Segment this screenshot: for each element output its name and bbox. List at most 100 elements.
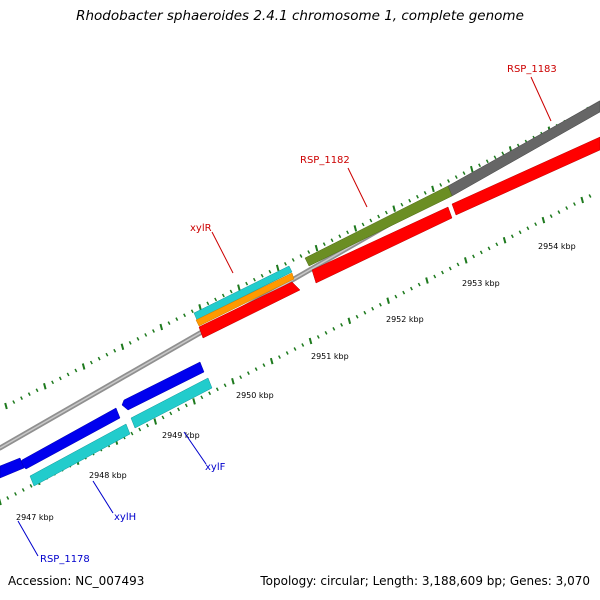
minor-tick: [495, 242, 499, 247]
minor-tick: [27, 392, 31, 397]
minor-tick: [146, 423, 149, 428]
gene-blue-upper-right[interactable]: [121, 361, 205, 411]
minor-tick: [208, 391, 212, 396]
minor-tick: [384, 210, 388, 215]
minor-tick: [378, 302, 382, 307]
major-tick: [192, 398, 196, 405]
minor-tick: [130, 431, 134, 436]
minor-tick: [229, 289, 233, 294]
minor-tick: [138, 427, 142, 432]
gene-label-rsp1182[interactable]: RSP_1182: [300, 155, 350, 166]
major-tick: [541, 216, 546, 224]
minor-tick: [573, 202, 576, 206]
minor-tick: [346, 230, 350, 235]
kbp-label: 2950 kbp: [236, 391, 274, 400]
gene-label-xylF[interactable]: xylF: [205, 462, 226, 473]
major-tick: [43, 383, 47, 390]
minor-tick: [441, 270, 444, 275]
cds-rsp1182[interactable]: [311, 206, 453, 284]
minor-tick: [400, 202, 404, 207]
minor-tick: [363, 310, 367, 315]
minor-tick: [262, 363, 266, 367]
major-tick: [153, 418, 158, 425]
minor-tick: [402, 290, 406, 295]
minor-tick: [12, 400, 16, 404]
minor-tick: [152, 329, 155, 333]
kbp-label: 2953 kbp: [462, 279, 500, 288]
minor-tick: [423, 190, 427, 195]
minor-tick: [169, 411, 173, 416]
inner-tick-ring: [0, 194, 592, 506]
genome-stats-text: Topology: circular; Length: 3,188,609 bp…: [260, 574, 590, 588]
minor-tick: [260, 273, 264, 278]
minor-tick: [144, 333, 148, 337]
major-tick: [231, 377, 235, 385]
minor-tick: [89, 360, 93, 365]
minor-tick: [510, 234, 514, 239]
cds-rsp1183[interactable]: [451, 136, 600, 216]
minor-tick: [223, 383, 227, 388]
gene-label-rsp1178[interactable]: RSP_1178: [40, 554, 90, 565]
gene-rsp1182-bar[interactable]: [304, 185, 453, 267]
minor-tick: [183, 313, 187, 318]
minor-tick: [293, 347, 297, 351]
minor-tick: [330, 238, 334, 243]
gene-blue-edge[interactable]: [0, 457, 25, 479]
minor-tick: [526, 226, 530, 231]
minor-tick: [254, 367, 258, 371]
major-tick: [464, 257, 468, 264]
major-tick: [470, 165, 474, 173]
minor-tick: [324, 331, 328, 335]
minor-tick: [252, 277, 256, 282]
kbp-label: 2948 kbp: [89, 471, 127, 480]
minor-tick: [221, 293, 225, 298]
major-tick: [0, 498, 2, 506]
minor-tick: [284, 262, 287, 266]
kbp-label: 2952 kbp: [386, 315, 424, 324]
gene-xylH-bar[interactable]: [29, 423, 131, 487]
minor-tick: [29, 484, 33, 488]
minor-tick: [246, 371, 250, 376]
minor-tick: [74, 368, 78, 373]
minor-tick: [479, 250, 483, 255]
minor-tick: [338, 234, 342, 239]
cds-xylR[interactable]: [198, 281, 301, 339]
minor-tick: [167, 321, 171, 325]
gene-label-rsp1183[interactable]: RSP_1183: [507, 64, 557, 75]
minor-tick: [105, 352, 109, 357]
minor-tick: [322, 242, 326, 247]
gene-label-xylR[interactable]: xylR: [190, 223, 212, 234]
minor-tick: [175, 317, 179, 322]
minor-tick: [66, 372, 70, 377]
major-tick: [502, 237, 507, 244]
minor-tick: [177, 407, 181, 412]
major-tick: [275, 264, 280, 272]
major-tick: [159, 323, 164, 331]
gene-label-xylH[interactable]: xylH: [114, 512, 136, 523]
major-tick: [308, 337, 313, 345]
minor-tick: [409, 286, 413, 291]
minor-tick: [439, 183, 443, 187]
minor-tick: [245, 281, 249, 286]
map-title: Rhodobacter sphaeroides 2.4.1 chromosome…: [76, 8, 524, 24]
minor-tick: [472, 254, 476, 259]
gene-xylF-bar[interactable]: [130, 377, 213, 429]
minor-tick: [485, 159, 489, 164]
gene-xylR-bar-upper[interactable]: [193, 265, 293, 321]
major-tick: [580, 196, 585, 204]
minor-tick: [51, 380, 55, 385]
minor-tick: [20, 396, 23, 400]
gene-xylR-bar-orange[interactable]: [195, 272, 295, 327]
kbp-label: 2949 kbp: [162, 431, 200, 440]
minor-tick: [355, 314, 359, 319]
minor-tick: [6, 496, 10, 500]
minor-tick: [291, 258, 295, 262]
minor-tick: [371, 306, 375, 311]
major-tick: [269, 357, 274, 365]
minor-tick: [462, 171, 466, 175]
major-tick: [347, 317, 352, 325]
minor-tick: [361, 222, 365, 227]
minor-tick: [549, 214, 553, 218]
